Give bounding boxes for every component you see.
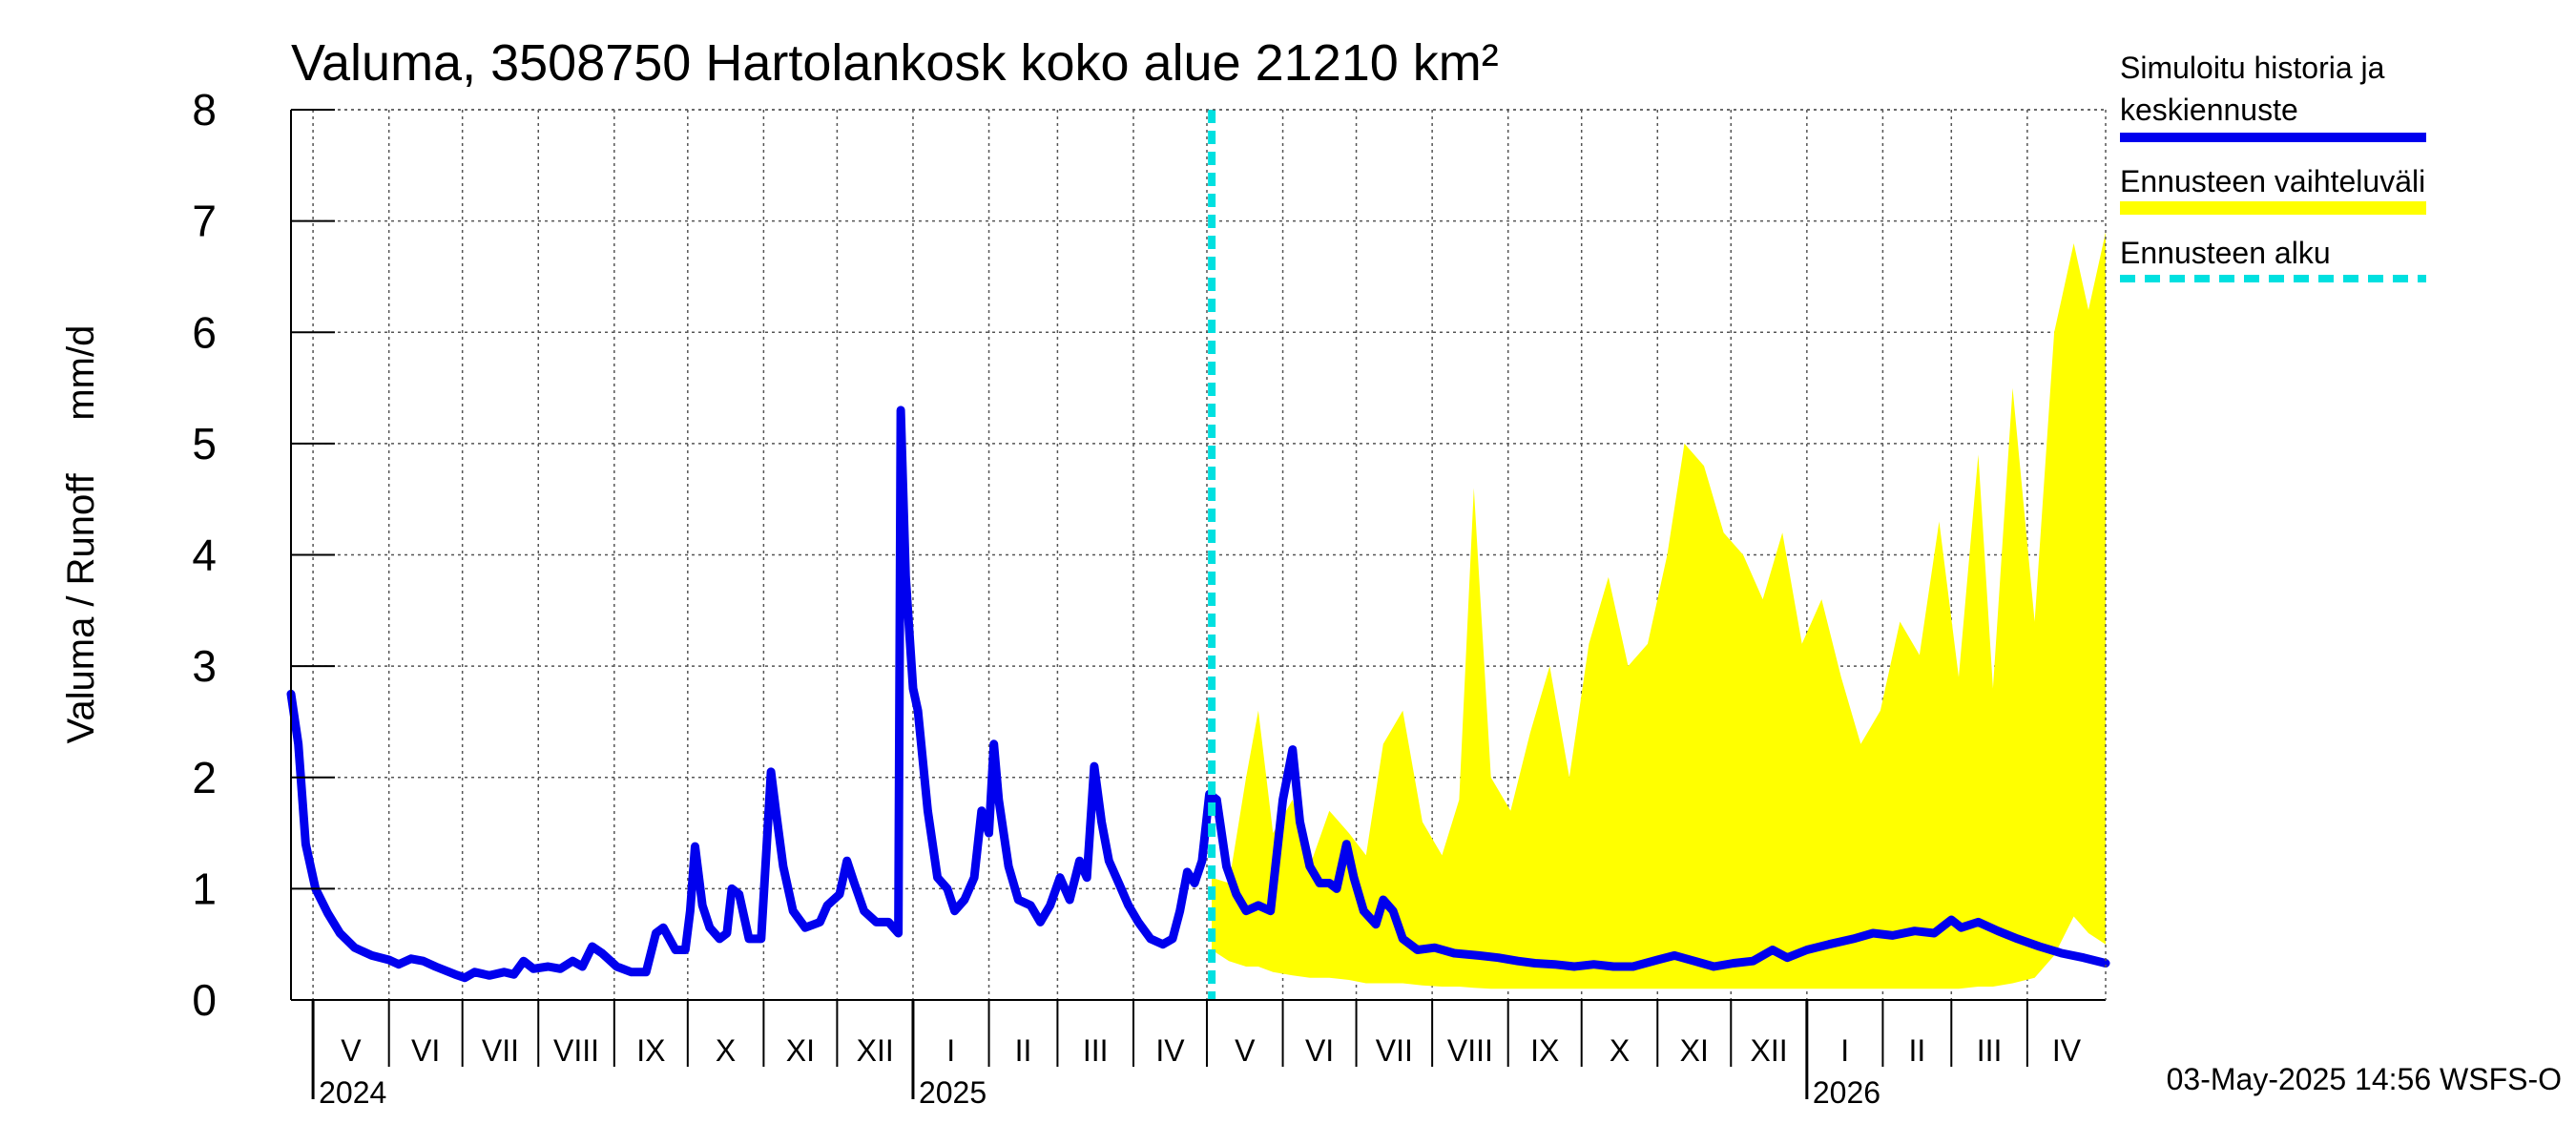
x-month-label: X — [1610, 1033, 1630, 1068]
x-month-label: II — [1015, 1033, 1032, 1068]
x-month-label: III — [1977, 1033, 2003, 1068]
series-layer — [286, 406, 2110, 983]
x-month-label: XI — [1680, 1033, 1709, 1068]
y-tick-label: 5 — [192, 419, 217, 468]
x-month-label: IX — [1530, 1033, 1559, 1068]
x-month-label: VI — [1305, 1033, 1334, 1068]
x-month-label: XII — [857, 1033, 894, 1068]
x-month-label: I — [946, 1033, 955, 1068]
x-year-label: 2026 — [1813, 1075, 1880, 1110]
x-month-label: III — [1083, 1033, 1109, 1068]
y-tick-labels: 0 1 2 3 4 5 6 7 8 — [192, 85, 335, 1025]
footer-timestamp: 03-May-2025 14:56 WSFS-O — [2167, 1062, 2562, 1096]
series-line-simulated — [286, 406, 2110, 983]
x-month-label: II — [1908, 1033, 1925, 1068]
y-tick-label: 6 — [192, 307, 217, 357]
legend: Simuloitu historia ja keskiennuste Ennus… — [2120, 51, 2426, 282]
x-year-label: 2024 — [319, 1075, 386, 1110]
x-month-label: VIII — [1447, 1033, 1493, 1068]
x-month-label: VII — [1376, 1033, 1413, 1068]
x-month-label: XII — [1751, 1033, 1788, 1068]
x-month-label: V — [1235, 1033, 1256, 1068]
x-axis-months: V VI VII VIII IX X XI XII I II III IV V VI VII VIII IX X X… — [311, 1000, 2082, 1110]
x-month-label: VIII — [553, 1033, 599, 1068]
x-month-label: I — [1840, 1033, 1849, 1068]
y-axis-label: Valuma / Runoff mm/d — [60, 325, 102, 744]
x-year-label: 2025 — [919, 1075, 987, 1110]
x-month-label: VI — [411, 1033, 440, 1068]
x-month-label: V — [341, 1033, 362, 1068]
forecast-range-band — [1212, 232, 2106, 989]
y-tick-label: 7 — [192, 197, 217, 246]
y-tick-label: 8 — [192, 85, 217, 135]
forecast-range-area — [1212, 232, 2106, 989]
y-tick-label: 1 — [192, 864, 217, 913]
legend-label-simulated-line1: Simuloitu historia ja — [2120, 51, 2385, 85]
y-tick-label: 3 — [192, 641, 217, 691]
legend-label-simulated-line2: keskiennuste — [2120, 93, 2298, 127]
y-tick-label: 2 — [192, 753, 217, 802]
y-tick-label: 0 — [192, 975, 217, 1025]
y-tick-label: 4 — [192, 531, 217, 580]
x-month-label: IV — [2052, 1033, 2082, 1068]
x-month-label: XI — [786, 1033, 815, 1068]
x-month-label: IX — [636, 1033, 665, 1068]
x-month-label: IV — [1155, 1033, 1185, 1068]
x-month-label: VII — [482, 1033, 519, 1068]
legend-label-range: Ennusteen vaihteluväli — [2120, 164, 2425, 198]
x-month-label: X — [716, 1033, 736, 1068]
chart-title: Valuma, 3508750 Hartolankosk koko alue 2… — [291, 34, 1499, 92]
legend-label-forecast-start: Ennusteen alku — [2120, 236, 2331, 270]
